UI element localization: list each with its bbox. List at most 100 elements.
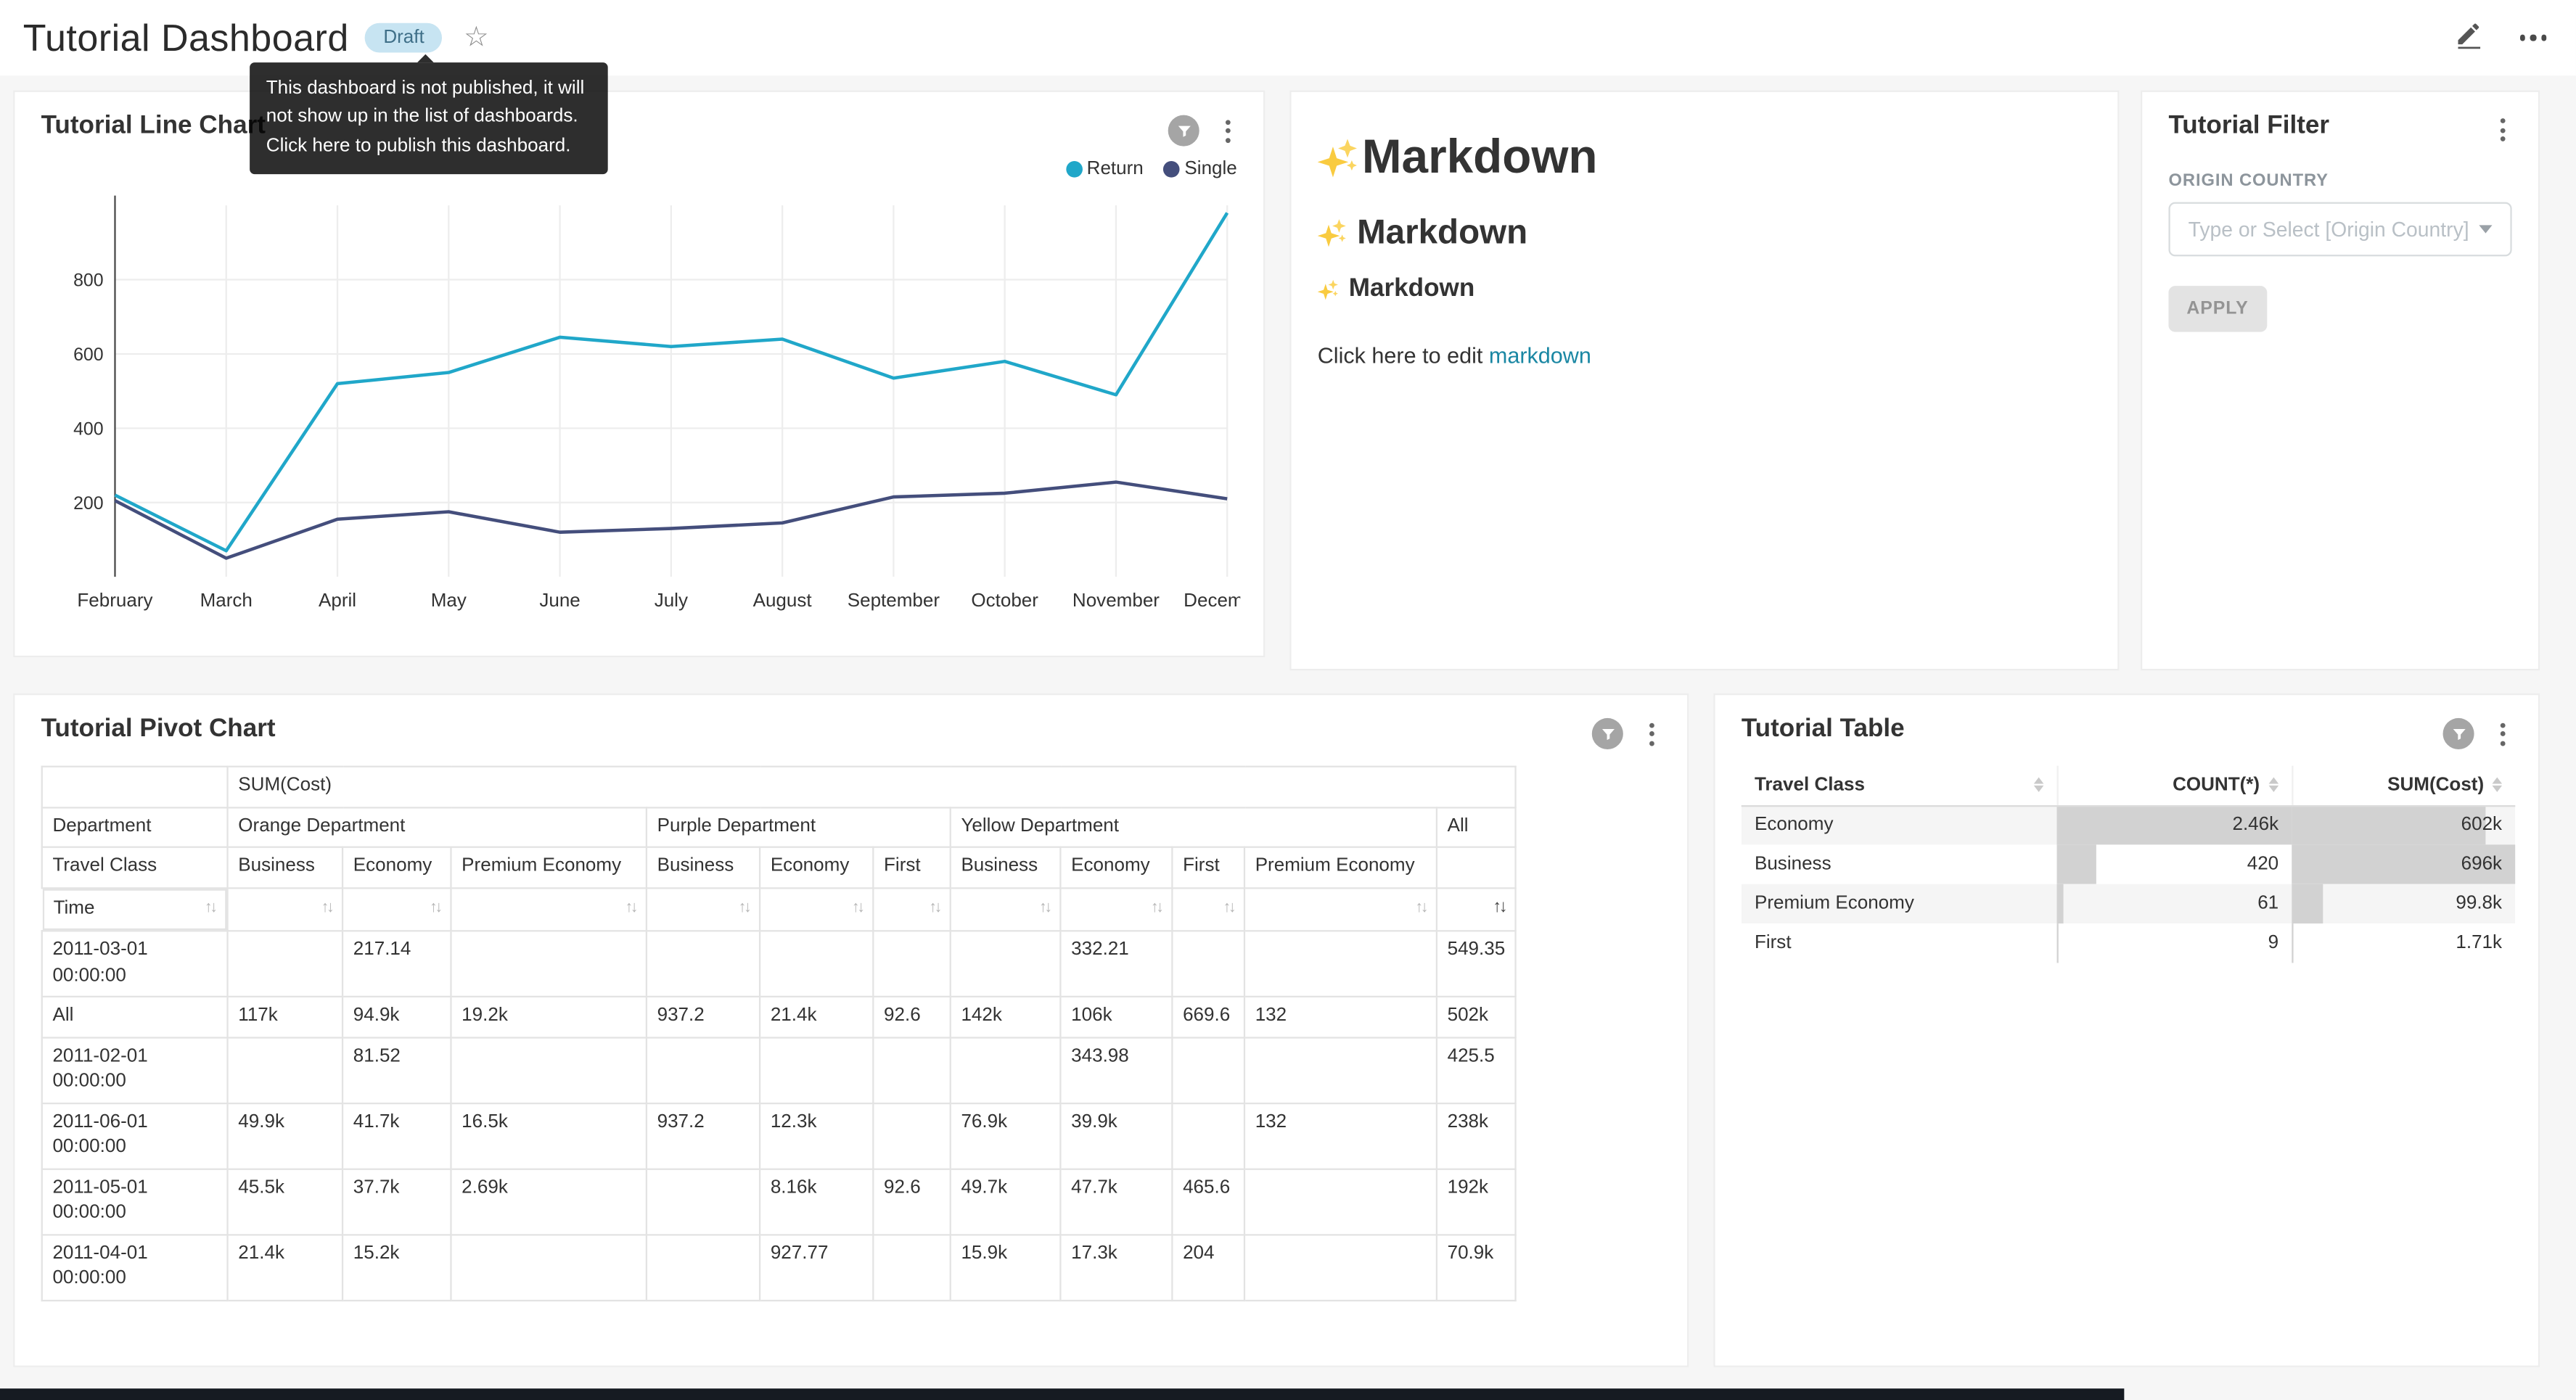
cell-count: 61 [2056, 884, 2292, 924]
pivot-cell: 217.14 [341, 930, 452, 998]
pivot-class-header [1435, 846, 1517, 889]
pivot-class-header: First [1171, 846, 1246, 889]
svg-text:July: July [655, 589, 688, 611]
sort-icon[interactable]: ↑↓ [1038, 898, 1052, 917]
pivot-chart-card: Tutorial Pivot Chart SUM(Cost) Department… [13, 693, 1689, 1367]
pivot-sort-cell: ↑↓ [450, 886, 648, 932]
tutorial-table-body: Economy 2.46k 602k Business 420 696k Premium E… [1741, 804, 2516, 963]
filter-indicator-icon[interactable] [2442, 717, 2474, 749]
svg-text:March: March [200, 589, 253, 611]
pivot-group-header: Yellow Department [949, 806, 1437, 848]
pivot-cell [450, 930, 648, 998]
pivot-row: 2011-04-01 00:00:00 21.4k 15.2k 927.77 15.9k… [41, 1233, 1517, 1301]
sort-icon[interactable]: ↑↓ [625, 898, 638, 917]
chart-title: Tutorial Line Chart [41, 112, 266, 140]
pivot-cell: 45.5k [226, 1167, 344, 1235]
card-actions [1168, 115, 1237, 147]
kebab-menu-icon[interactable] [1219, 116, 1237, 146]
pivot-sort-cell: ↑↓ [949, 886, 1062, 932]
svg-text:November: November [1072, 589, 1160, 611]
sparkles-icon [1317, 219, 1346, 247]
markdown-link[interactable]: markdown [1488, 343, 1591, 368]
kebab-menu-icon[interactable] [2494, 719, 2512, 749]
sort-icon[interactable] [2033, 778, 2043, 793]
pivot-cell [1171, 930, 1246, 998]
pivot-cell: 238k [1435, 1102, 1517, 1170]
pivot-cell [1243, 1167, 1437, 1235]
sort-icon[interactable]: ↑↓ [1150, 898, 1164, 917]
pivot-cell [450, 1036, 648, 1104]
filter-indicator-icon[interactable] [1591, 717, 1623, 749]
pivot-title: Tutorial Pivot Chart [41, 715, 276, 743]
sort-icon[interactable] [2268, 778, 2278, 793]
select-placeholder: Type or Select [Origin Country] [2188, 218, 2469, 241]
svg-text:September: September [848, 589, 940, 611]
pivot-cell [872, 1233, 951, 1301]
pivot-dept-label: Department [41, 806, 229, 848]
svg-text:200: 200 [73, 493, 104, 514]
cell-travel-class: Economy [1741, 804, 2057, 845]
svg-text:April: April [319, 589, 356, 611]
svg-text:May: May [431, 589, 467, 611]
markdown-h3: Markdown [1317, 274, 2091, 304]
sort-icon[interactable]: ↑↓ [1493, 896, 1507, 917]
sort-icon[interactable]: ↑↓ [1223, 898, 1236, 917]
more-menu-button[interactable] [2519, 28, 2547, 47]
pivot-cell [758, 930, 874, 998]
legend-item[interactable]: Single [1162, 156, 1237, 182]
svg-text:400: 400 [73, 419, 104, 439]
pivot-class-header: Business [226, 846, 344, 889]
col-header-count[interactable]: COUNT(*) [2056, 765, 2292, 807]
sort-icon[interactable]: ↑↓ [1415, 898, 1428, 917]
pivot-cell: 92.6 [872, 1167, 951, 1235]
line-chart-svg[interactable]: 200 400 600 800 February March April May June Jul… [41, 182, 1271, 642]
pivot-cell: 465.6 [1171, 1167, 1246, 1235]
card-actions [2442, 717, 2512, 749]
pivot-cell: 669.6 [1171, 996, 1246, 1038]
pivot-class-row: Travel Class Business Economy Premium Econo… [41, 846, 1517, 889]
sort-icon[interactable] [2492, 778, 2503, 793]
svg-text:December: December [1184, 589, 1240, 611]
pivot-group-header: Orange Department [226, 806, 648, 848]
pivot-cell: 21.4k [758, 996, 874, 1038]
pivot-group-header: Purple Department [645, 806, 951, 848]
count-bar [2056, 884, 2063, 924]
sparkles-icon [1317, 139, 1357, 178]
sort-icon[interactable]: ↑↓ [430, 898, 443, 917]
sort-icon[interactable]: ↑↓ [738, 898, 752, 917]
pivot-cell: 19.2k [450, 996, 648, 1038]
pivot-cell: 21.4k [226, 1233, 344, 1301]
sort-icon[interactable]: ↑↓ [929, 898, 942, 917]
pivot-cell: 142k [949, 996, 1062, 1038]
pencil-icon [2457, 22, 2479, 49]
pivot-sort-cell: ↑↓ [872, 886, 951, 932]
markdown-h3-text: Markdown [1348, 274, 1475, 302]
cell-sum-cost: 1.71k [2292, 923, 2503, 963]
sort-icon[interactable]: ↑↓ [851, 898, 865, 917]
legend-item[interactable]: Return [1065, 156, 1144, 182]
origin-country-select[interactable]: Type or Select [Origin Country] [2168, 202, 2512, 257]
kebab-menu-icon[interactable] [2494, 115, 2512, 145]
svg-text:February: February [77, 589, 152, 611]
pivot-cell [1171, 1102, 1246, 1170]
funnel-icon [1601, 728, 1614, 740]
markdown-paragraph-text: Click here to edit [1317, 343, 1489, 368]
table-header-row: Travel Class COUNT(*) SUM(Cost) [1741, 765, 2516, 807]
col-header-travel-class[interactable]: Travel Class [1741, 765, 2057, 807]
filter-card: Tutorial Filter ORIGIN COUNTRY Type or S… [2140, 90, 2540, 671]
kebab-menu-icon[interactable] [1643, 719, 1661, 749]
pivot-row: 2011-03-01 00:00:00 217.14 332.21 549.35 [41, 930, 1517, 998]
unpublished-tooltip[interactable]: This dashboard is not published, it will… [250, 54, 608, 174]
header-actions [2453, 19, 2547, 57]
edit-dashboard-button[interactable] [2453, 19, 2483, 57]
sort-icon[interactable]: ↑↓ [204, 898, 218, 917]
favorite-star-icon[interactable]: ☆ [464, 21, 489, 53]
apply-button[interactable]: APPLY [2168, 286, 2267, 332]
pivot-cell [758, 1036, 874, 1104]
col-header-sum-cost[interactable]: SUM(Cost) [2291, 765, 2516, 807]
draft-badge[interactable]: Draft [365, 22, 443, 53]
sum-bar [2292, 806, 2485, 845]
sort-icon[interactable]: ↑↓ [321, 898, 335, 917]
filter-indicator-icon[interactable] [1168, 115, 1199, 147]
pivot-cell: 332.21 [1059, 930, 1173, 998]
